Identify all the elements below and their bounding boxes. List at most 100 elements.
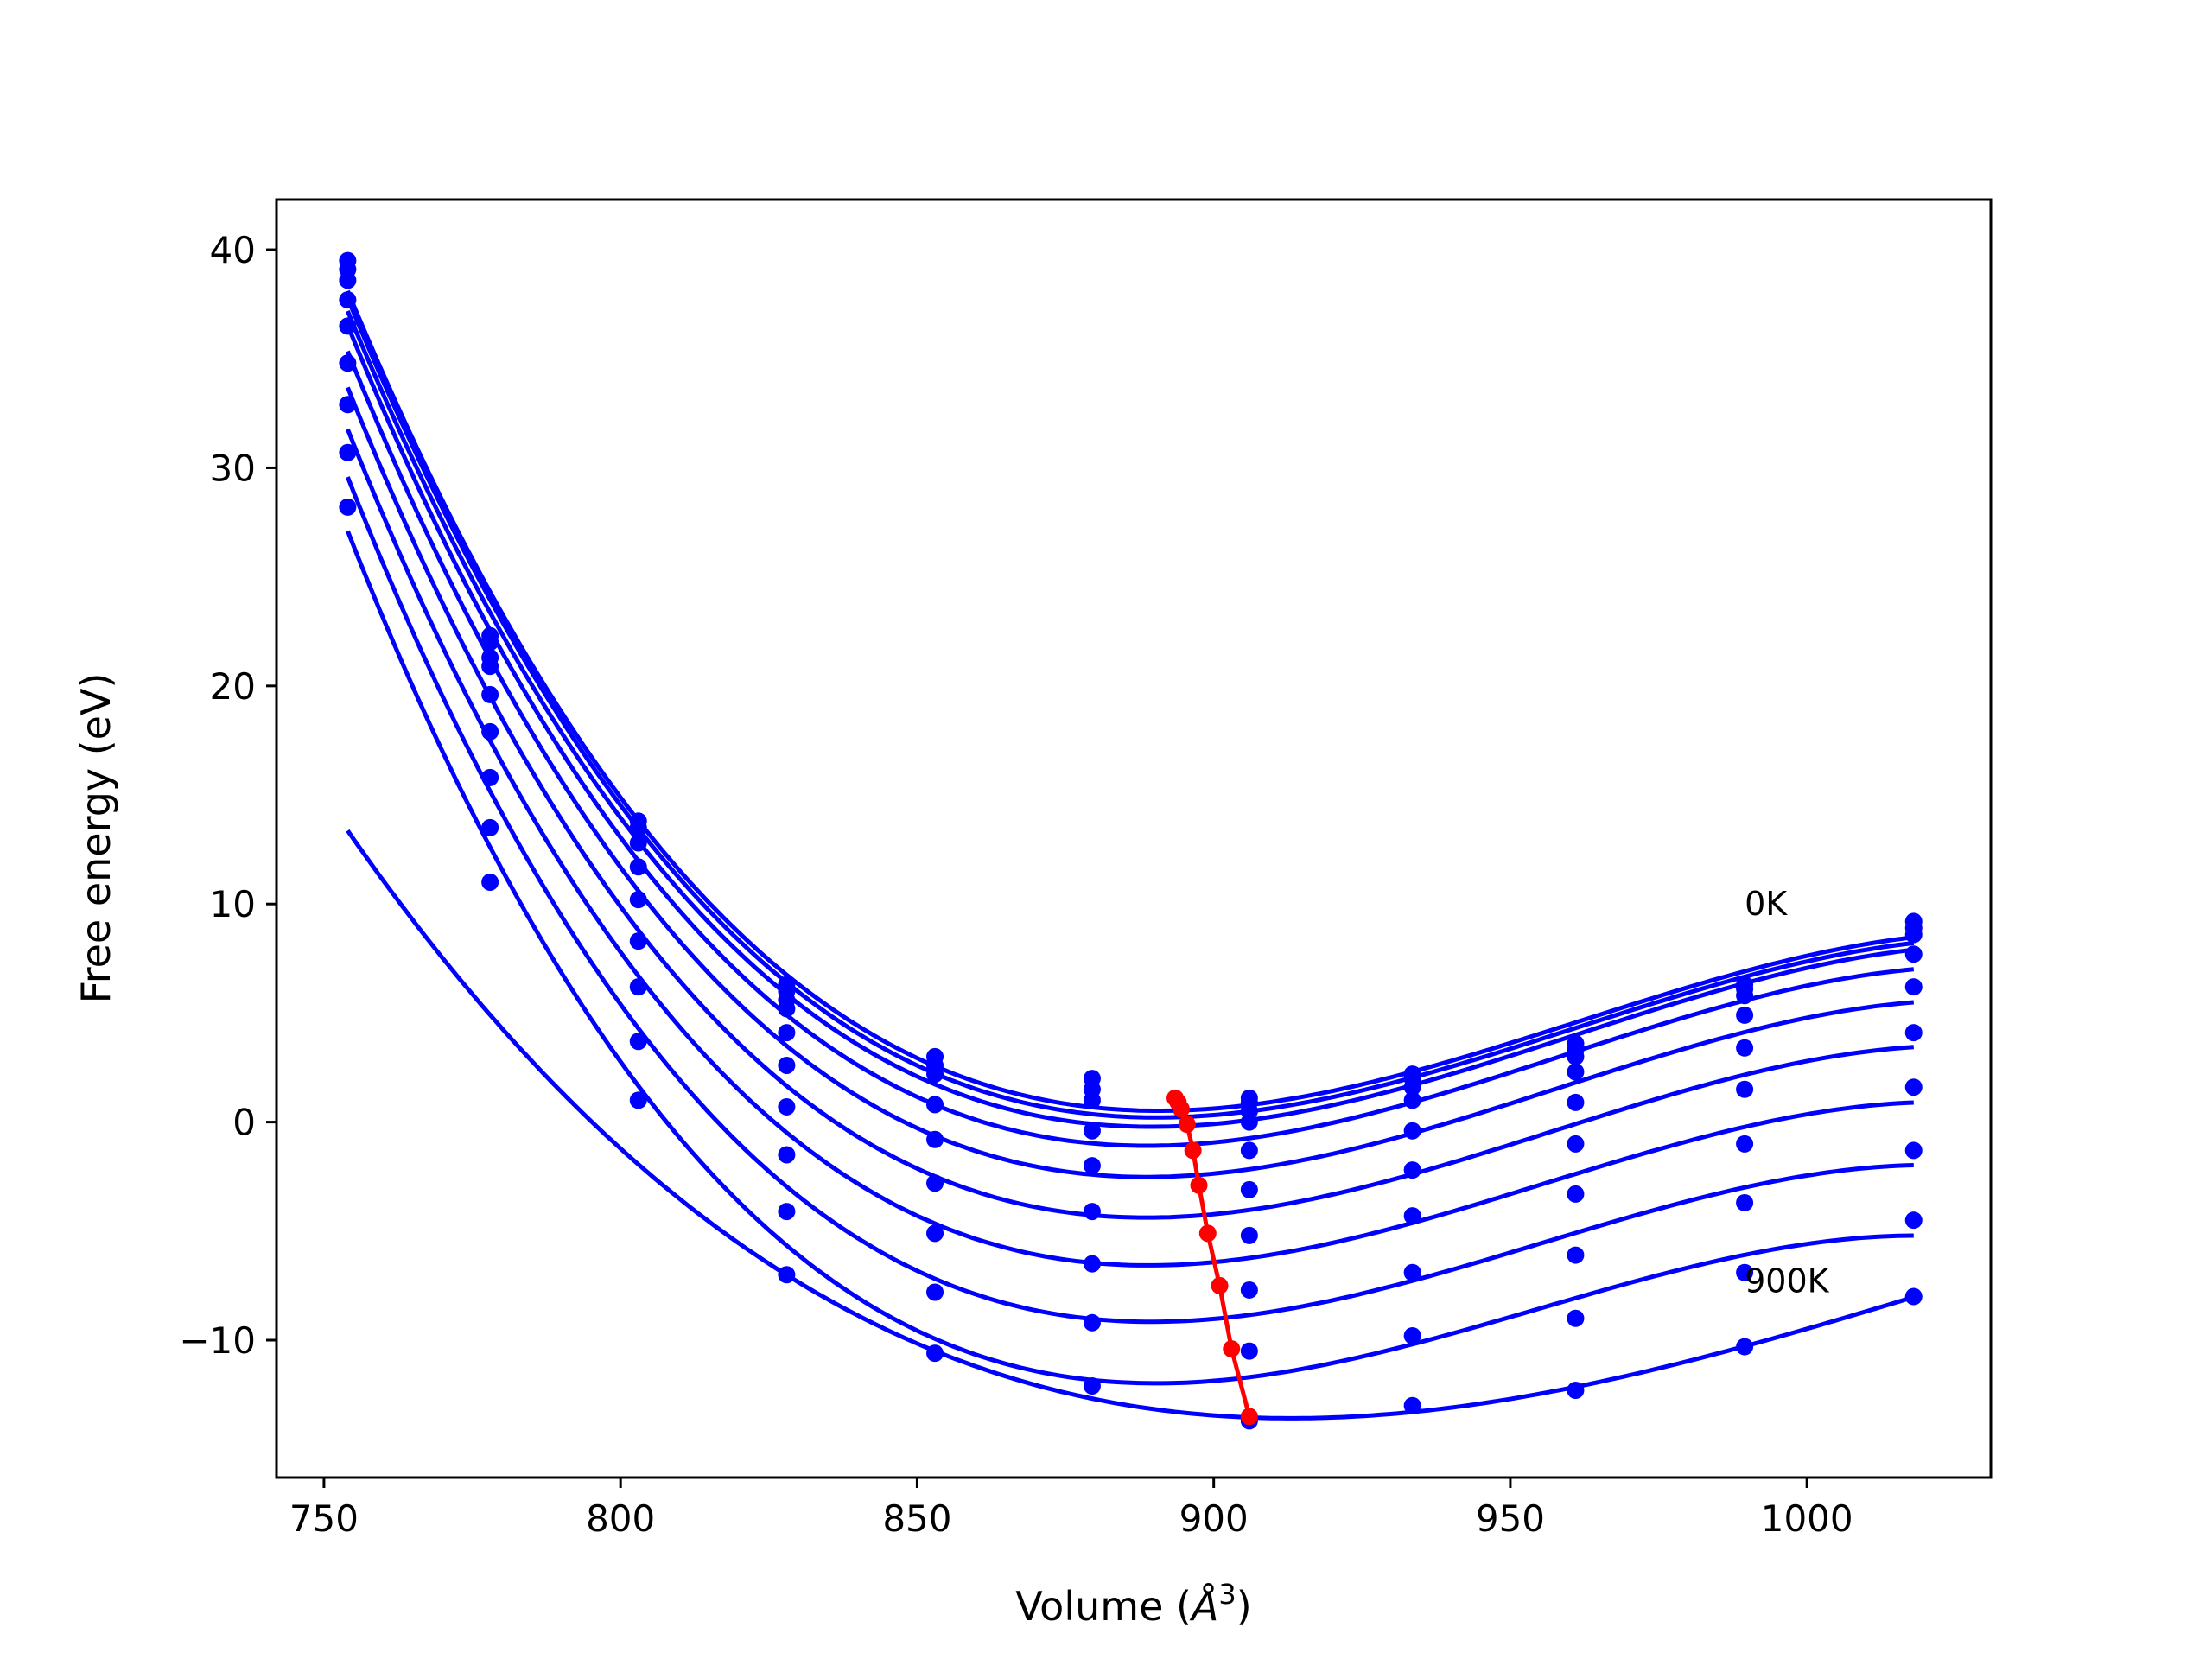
data-point [1240, 1141, 1258, 1160]
y-tick-label: 40 [210, 229, 256, 271]
data-point [926, 1224, 944, 1243]
data-point [778, 1146, 796, 1164]
data-point [481, 685, 499, 703]
data-point [1403, 1326, 1421, 1344]
data-point [481, 873, 499, 891]
data-point [1567, 1382, 1585, 1400]
y-tick-label: 20 [210, 665, 256, 708]
data-point [1904, 925, 1923, 944]
data-point [1240, 1180, 1258, 1198]
fit-curve-3 [346, 324, 1915, 1148]
data-point [1403, 1161, 1421, 1179]
minimum-point [1178, 1116, 1196, 1134]
data-point [778, 1266, 796, 1284]
data-point [1240, 1113, 1258, 1131]
data-point [339, 498, 357, 516]
data-point [1904, 1141, 1923, 1160]
data-point [1403, 1091, 1421, 1109]
data-point [1904, 1024, 1923, 1042]
data-point [629, 1091, 647, 1109]
x-tick-label: 850 [882, 1497, 951, 1540]
data-point [1083, 1376, 1101, 1395]
minimum-point [1172, 1100, 1190, 1118]
x-tick-label: 750 [289, 1497, 359, 1540]
y-tick-label: 30 [210, 447, 256, 489]
x-tick-label: 900 [1179, 1497, 1249, 1540]
data-point [1567, 1047, 1585, 1065]
minimum-point [1184, 1141, 1202, 1160]
minimum-point [1240, 1408, 1258, 1426]
minimum-point [1211, 1276, 1229, 1294]
data-point [1567, 1063, 1585, 1081]
fit-curve-4 [346, 350, 1914, 1179]
data-point [1403, 1396, 1421, 1414]
data-point [1567, 1246, 1585, 1264]
data-point [1904, 1078, 1923, 1096]
data-point [339, 354, 357, 372]
fit-curve-7 [346, 476, 1914, 1325]
data-point [778, 1024, 796, 1042]
data-point [778, 1056, 796, 1074]
data-point [1736, 1039, 1754, 1057]
y-tick-label: −10 [179, 1319, 256, 1362]
data-point [1083, 1122, 1101, 1140]
axes-frame [275, 198, 1993, 1479]
data-point [339, 291, 357, 309]
data-point [926, 1130, 944, 1148]
y-tick-label: 0 [232, 1102, 256, 1144]
data-point [1736, 1135, 1754, 1153]
fit-curve-9 [346, 829, 1915, 1421]
data-point [1904, 1287, 1923, 1306]
fit-curve-5 [346, 386, 1914, 1220]
data-point [1736, 1193, 1754, 1211]
x-tick-label: 1000 [1761, 1497, 1853, 1540]
y-axis-label: Free energy (eV) [73, 673, 119, 1004]
data-point [1736, 1006, 1754, 1024]
data-point [1567, 1185, 1585, 1203]
data-point [1083, 1203, 1101, 1221]
minimum-point [1190, 1176, 1208, 1194]
minimum-point [1198, 1224, 1217, 1243]
data-point [1083, 1313, 1101, 1332]
data-point [481, 722, 499, 741]
data-point [629, 1033, 647, 1051]
data-point [629, 834, 647, 852]
temperature-annotation: 900K [1745, 1262, 1830, 1300]
temperature-annotation: 0K [1745, 885, 1788, 923]
data-point [481, 658, 499, 676]
fit-curve-8 [346, 530, 1914, 1386]
data-point [778, 1000, 796, 1018]
data-point [1736, 1080, 1754, 1098]
y-tick-label: 10 [210, 883, 256, 925]
data-point [629, 858, 647, 876]
data-point [1567, 1093, 1585, 1111]
data-point [339, 443, 357, 461]
data-point [1567, 1309, 1585, 1327]
data-point [778, 1203, 796, 1221]
annotations: 0K 900K [1745, 885, 1830, 1300]
data-point [1083, 1091, 1101, 1109]
x-axis-label: Volume (Å3) [1015, 1578, 1251, 1630]
data-point [1083, 1157, 1101, 1175]
fit-curve-0 [346, 289, 1915, 1113]
data-point [926, 1065, 944, 1084]
data-point [1904, 945, 1923, 963]
data-point [1403, 1263, 1421, 1281]
data-point [1736, 1263, 1754, 1281]
data-point [339, 271, 357, 289]
x-tick-label: 950 [1476, 1497, 1545, 1540]
data-point [1904, 978, 1923, 996]
data-point [1403, 1078, 1421, 1096]
data-point [481, 633, 499, 652]
data-point [926, 1283, 944, 1301]
plot-area [339, 251, 1923, 1430]
data-point [629, 818, 647, 836]
fit-curve-1 [346, 297, 1915, 1120]
fit-curve-2 [346, 310, 1915, 1129]
x-tick-label: 800 [586, 1497, 655, 1540]
data-point [1240, 1226, 1258, 1244]
data-point [1904, 1211, 1923, 1230]
data-point [1567, 1135, 1585, 1153]
data-point [629, 932, 647, 950]
